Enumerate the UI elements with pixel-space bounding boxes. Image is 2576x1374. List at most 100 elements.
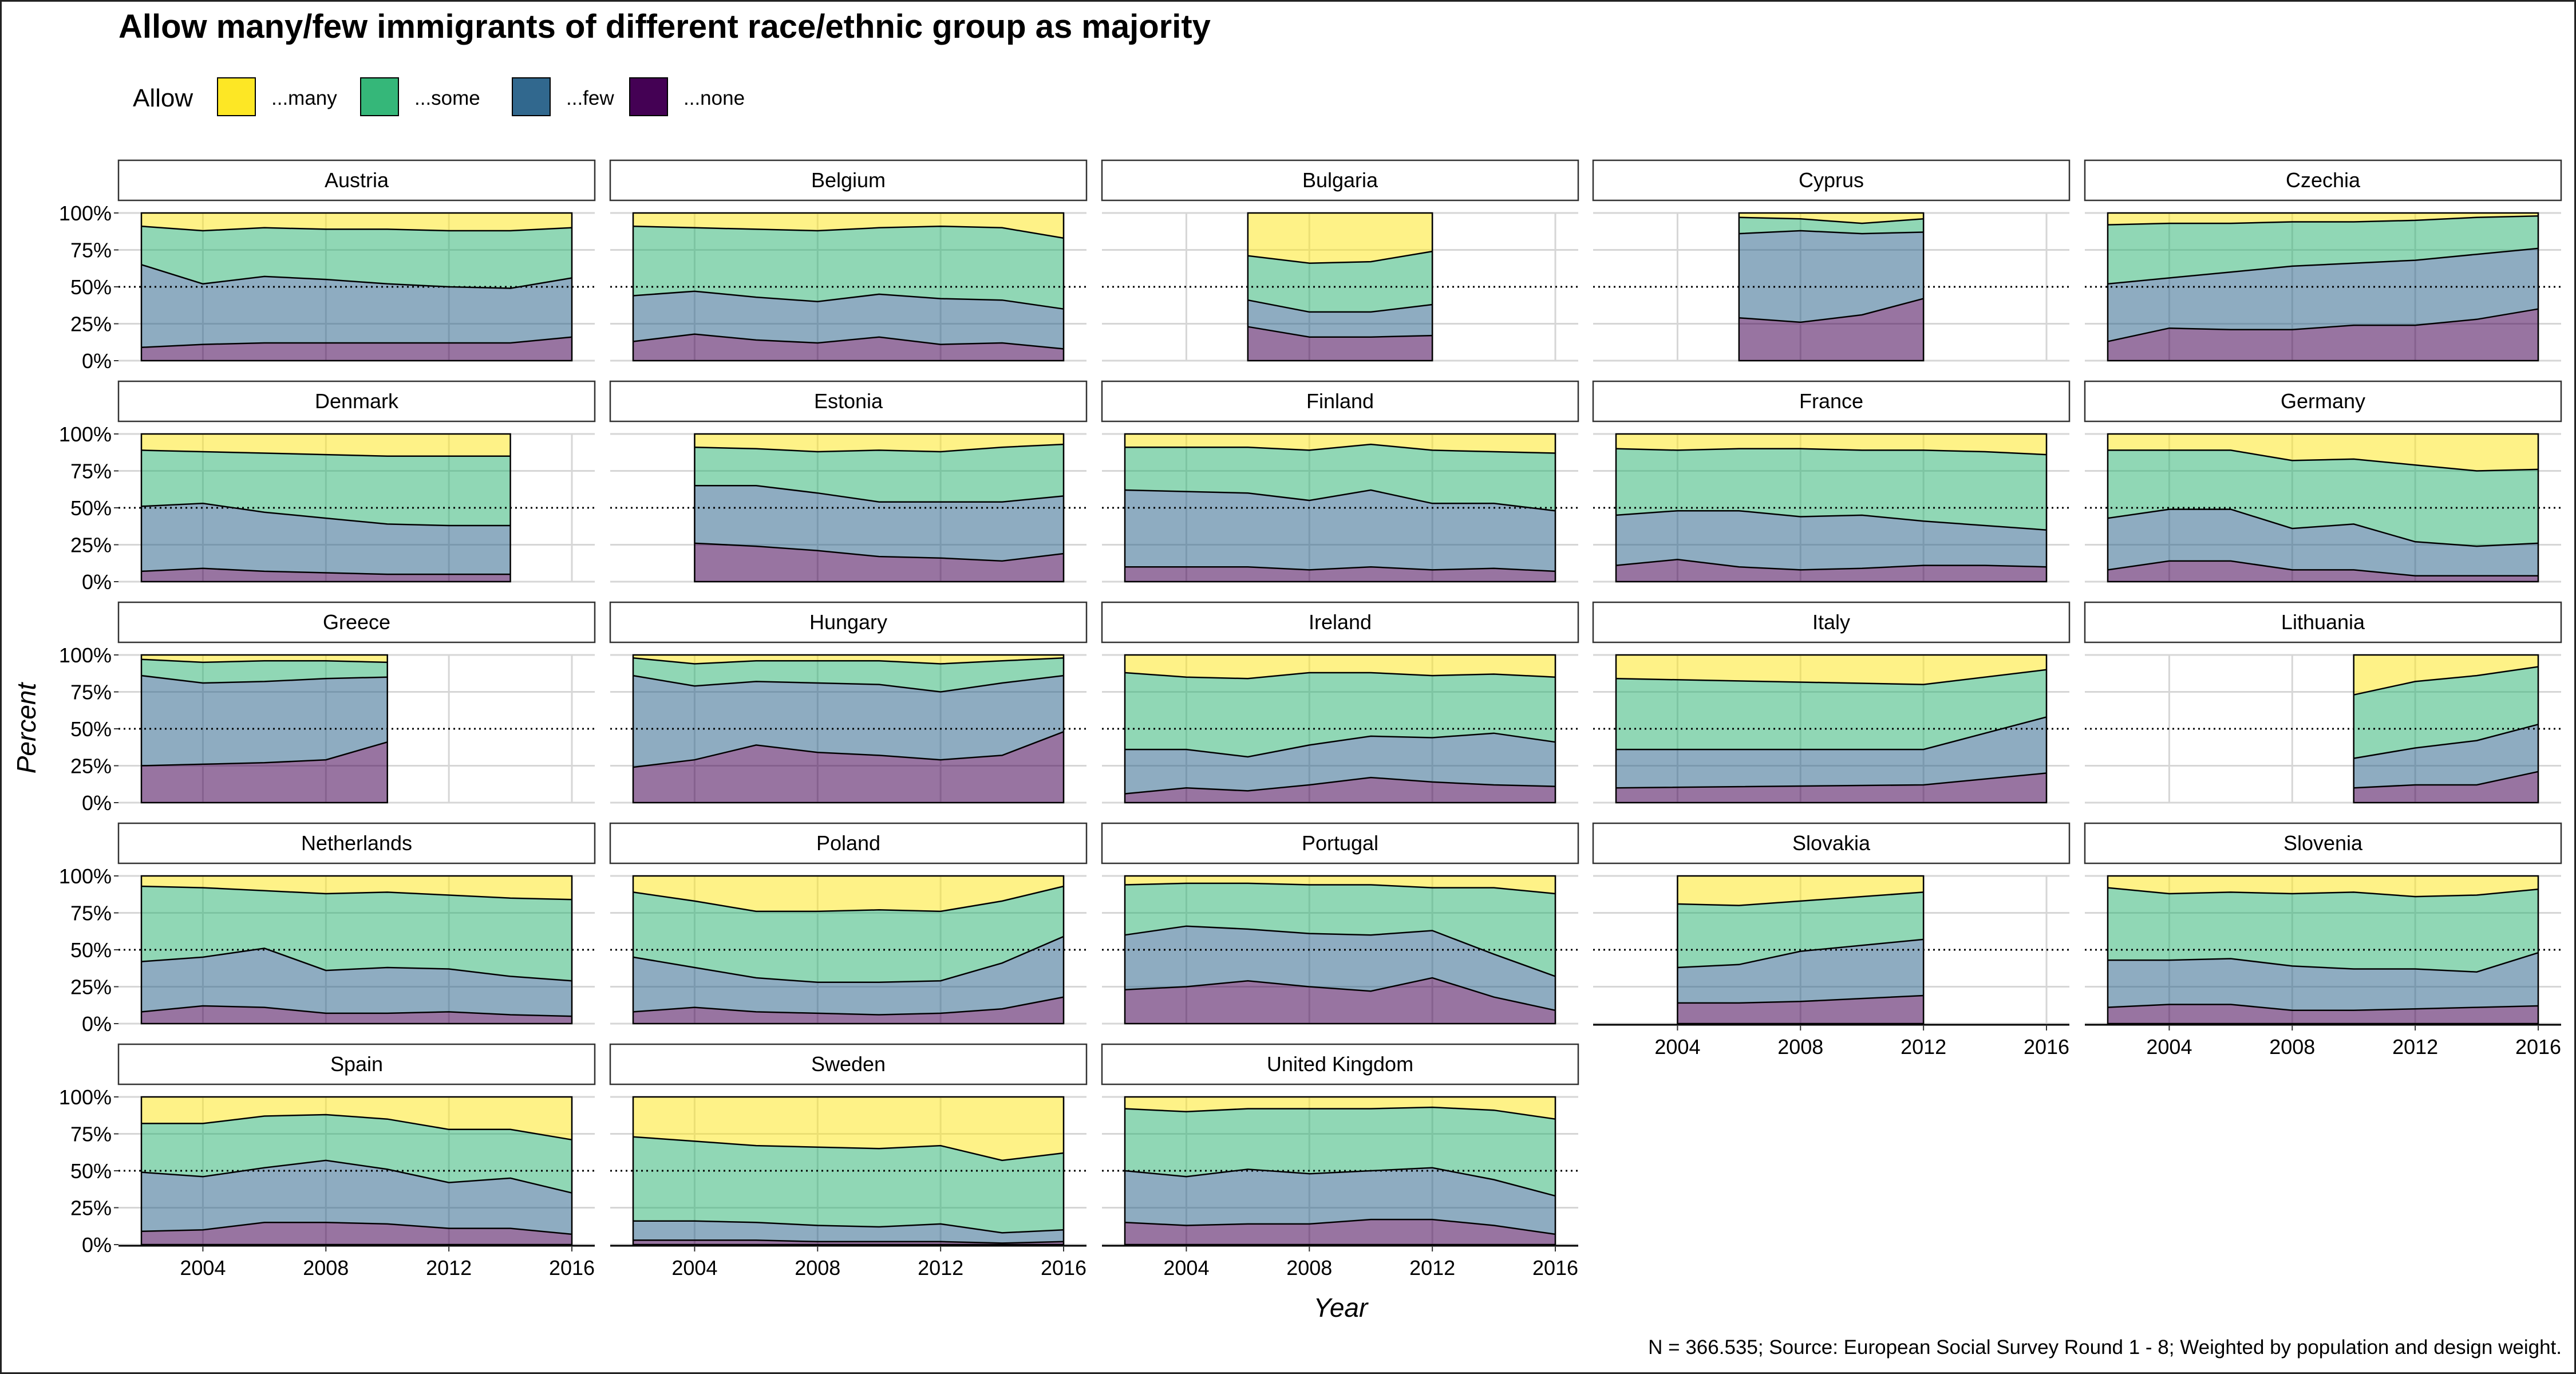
boundary-some [2107,887,2539,898]
x-tick-label: 2008 [2269,1035,2315,1059]
area-few [141,676,388,766]
legend-key-some [360,77,399,116]
strip-box [609,380,1088,423]
strip-label: Hungary [809,610,887,634]
area-many [141,434,511,456]
boundary-some [1677,891,1924,906]
strip-box [117,822,596,864]
area-some [1125,673,1555,757]
boundary-some [141,225,572,232]
panel-hungary: Hungary [609,601,1088,804]
panel-cyprus: Cyprus [1592,159,2071,362]
area-many [1677,876,1924,906]
boundary-none [141,741,388,767]
strip-label: Italy [1812,610,1850,634]
panel-estonia: Estonia [609,380,1088,583]
area-some [633,1136,1064,1233]
boundary-none [1124,977,1556,1012]
panel-greece: Greece 0% 25% 50% 75% 100% [59,601,596,815]
strip-box [2084,822,2562,864]
area-few [1125,1167,1555,1234]
area-none [2353,771,2538,803]
strip-box [2084,601,2562,643]
x-tick-label: 2012 [1409,1256,1455,1280]
area-none [633,997,1064,1024]
strip-label: Greece [323,610,390,634]
x-tick-label: 2016 [2024,1035,2069,1059]
area-none [633,334,1064,361]
area-none [633,732,1064,803]
area-few [633,291,1064,349]
boundary-few [141,503,511,527]
boundary-some [141,885,572,901]
boundary-some [1125,443,1556,454]
strip-label: Czechia [2286,168,2361,192]
boundary-none [1615,559,2047,571]
boundary-some [1739,216,1924,224]
legend-label-few: ...few [566,87,614,109]
boundary-some [1247,250,1433,264]
y-tick-label: 50% [70,1159,112,1183]
y-tick-label: 25% [70,534,112,557]
x-tick-label: 2012 [1901,1035,1946,1059]
panel-austria: Austria 0% 25% 50% 75% 100% [59,159,596,373]
y-tick-label: 0% [82,570,112,594]
strip-label: Austria [325,168,389,192]
area-many [1739,213,1924,224]
panel-united-kingdom: United Kingdom 2004 2008 2012 2016 [1101,1043,1579,1280]
legend-key-many [217,77,256,116]
area-none [141,1222,572,1245]
strip-box [1592,822,2071,864]
legend-label-many: ...many [271,87,337,109]
strip-box [2084,159,2562,202]
boundary-few [2108,952,2539,973]
area-few [2108,509,2538,576]
area-many [1247,213,1433,263]
area-none [1677,996,1924,1024]
area-none [2108,309,2538,361]
area-some [141,450,511,526]
area-few [633,676,1064,768]
y-tick-label: 25% [70,976,112,999]
panel-ireland: Ireland [1101,601,1579,804]
boundary-some [1124,1106,1556,1120]
area-many [141,213,572,231]
boundary-few [633,674,1064,693]
boundary-none [2107,1004,2539,1012]
boundary-some [633,225,1064,239]
area-few [1739,231,1924,322]
boundary-few [141,674,388,684]
strip-label: Finland [1306,389,1374,413]
area-few [141,948,572,1017]
y-tick-label: 50% [70,275,112,299]
x-tick-label: 2012 [2392,1035,2438,1059]
area-none [1125,978,1555,1024]
x-tick-label: 2012 [426,1256,472,1280]
area-none [2108,1004,2538,1024]
y-tick-label: 75% [70,1123,112,1146]
boundary-few [2107,508,2539,547]
area-many [694,434,1064,452]
area-some [633,226,1064,309]
area-some [2353,666,2538,759]
strip-label: Germany [2281,389,2365,413]
area-some [2108,450,2538,547]
boundary-some [2353,666,2539,696]
boundary-some [633,657,1064,665]
area-some [1125,883,1555,977]
area-few [1677,939,1924,1003]
boundary-none [2107,560,2538,577]
chart-title: Allow many/few immigrants of different r… [118,8,1211,45]
boundary-few [1615,510,2047,531]
strip-box [609,159,1088,202]
boundary-few [1616,716,2047,751]
area-none [694,543,1064,582]
boundary-none [1677,994,1924,1004]
strip-box [609,1043,1088,1085]
y-tick-label: 75% [70,239,112,262]
area-none [2108,560,2538,582]
area-some [1739,217,1924,234]
area-some [141,226,572,289]
y-tick-label: 25% [70,755,112,778]
area-many [633,876,1064,911]
